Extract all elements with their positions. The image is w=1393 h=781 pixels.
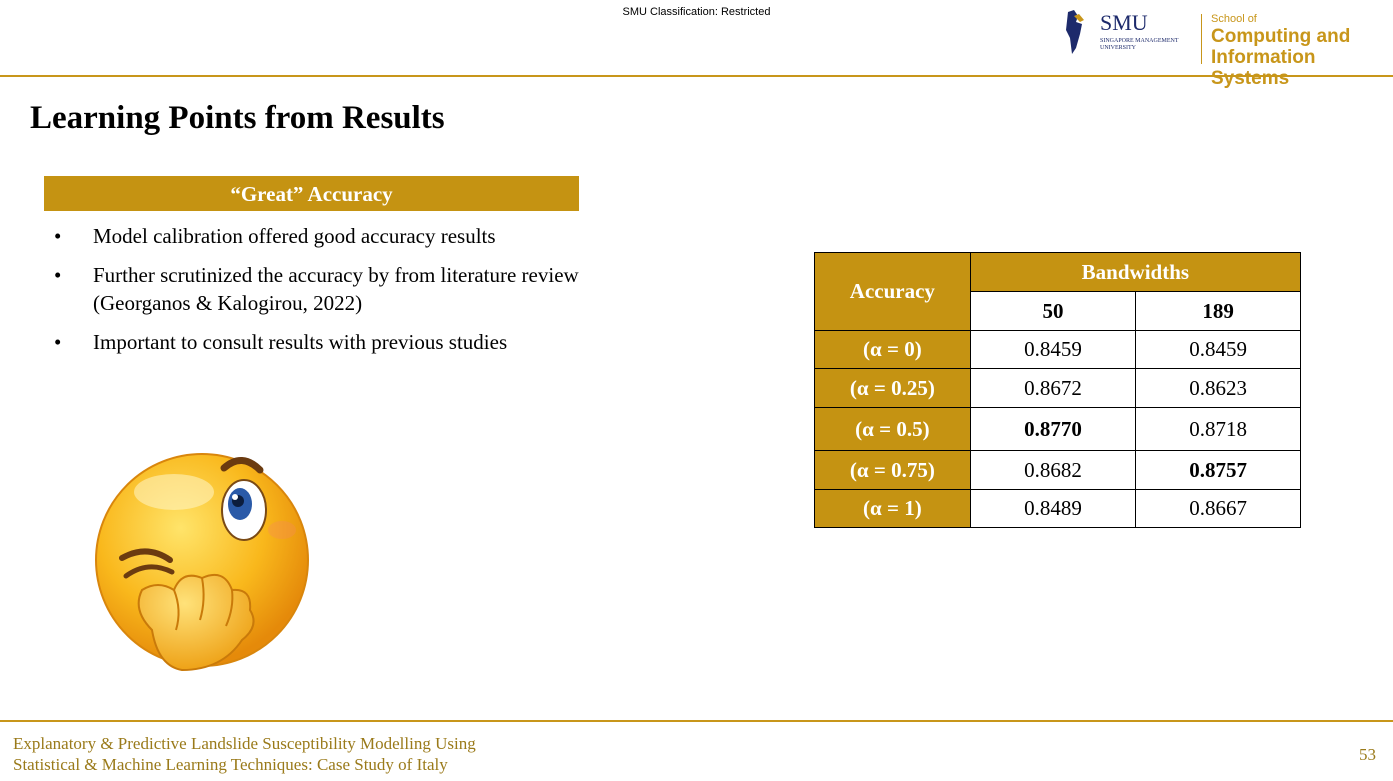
section-heading: “Great” Accuracy — [44, 176, 579, 211]
school-logo: School of Computing and Information Syst… — [1211, 12, 1393, 89]
table-cell: 0.8489 — [969, 489, 1137, 528]
smu-logo-sub1: SINGAPORE MANAGEMENT — [1100, 38, 1179, 44]
bullet-item: Model calibration offered good accuracy … — [52, 222, 592, 250]
row-label: (α = 0.75) — [814, 450, 971, 490]
footer-line2: Statistical & Machine Learning Technique… — [13, 755, 448, 774]
footer-line1: Explanatory & Predictive Landslide Susce… — [13, 734, 476, 753]
bullet-item: Important to consult results with previo… — [52, 328, 592, 356]
row-header-accuracy: Accuracy — [814, 252, 971, 331]
table-cell-highlight: 0.8770 — [969, 407, 1137, 451]
row-label: (α = 0) — [814, 330, 971, 369]
footer-rule — [0, 720, 1393, 722]
slide-title: Learning Points from Results — [30, 100, 445, 136]
column-header-50: 50 — [969, 291, 1137, 331]
table-row: (α = 0.25) 0.8672 0.8623 — [814, 368, 1301, 408]
table-cell: 0.8682 — [969, 450, 1137, 490]
table-cell: 0.8667 — [1135, 489, 1301, 528]
logo-divider — [1201, 14, 1202, 64]
row-label: (α = 0.25) — [814, 368, 971, 408]
accuracy-table: Accuracy Bandwidths 50 189 (α = 0) 0.845… — [814, 252, 1302, 528]
footer-title: Explanatory & Predictive Landslide Susce… — [13, 733, 476, 775]
group-header-bandwidths: Bandwidths — [969, 252, 1302, 292]
smu-logo-sub2: UNIVERSITY — [1100, 45, 1137, 51]
bullet-list: Model calibration offered good accuracy … — [52, 222, 592, 367]
header-rule — [0, 75, 1393, 77]
row-label: (α = 1) — [814, 489, 971, 528]
school-line3: Information Systems — [1211, 47, 1316, 89]
table-cell: 0.8718 — [1135, 407, 1301, 451]
row-label: (α = 0.5) — [814, 407, 971, 451]
table-cell-highlight: 0.8757 — [1135, 450, 1301, 490]
school-line2: Computing and — [1211, 26, 1351, 47]
table-cell: 0.8623 — [1135, 368, 1301, 408]
classification-label: SMU Classification: Restricted — [622, 6, 771, 18]
table-row: (α = 1) 0.8489 0.8667 — [814, 489, 1301, 528]
table-cell: 0.8459 — [1135, 330, 1301, 369]
table-row: (α = 0) 0.8459 0.8459 — [814, 330, 1301, 369]
smu-logo: SMU SINGAPORE MANAGEMENT UNIVERSITY — [1066, 10, 1179, 54]
column-header-189: 189 — [1135, 291, 1301, 331]
table-row: (α = 0.75) 0.8682 0.8757 — [814, 450, 1301, 490]
table-row: (α = 0.5) 0.8770 0.8718 — [814, 407, 1301, 451]
thinking-emoji-icon — [95, 453, 309, 672]
bullet-item: Further scrutinized the accuracy by from… — [52, 261, 592, 317]
page-number: 53 — [1359, 745, 1376, 764]
school-line1: School of — [1211, 13, 1257, 25]
table-cell: 0.8459 — [969, 330, 1137, 369]
smu-logo-text: SMU — [1100, 10, 1148, 35]
table-cell: 0.8672 — [969, 368, 1137, 408]
